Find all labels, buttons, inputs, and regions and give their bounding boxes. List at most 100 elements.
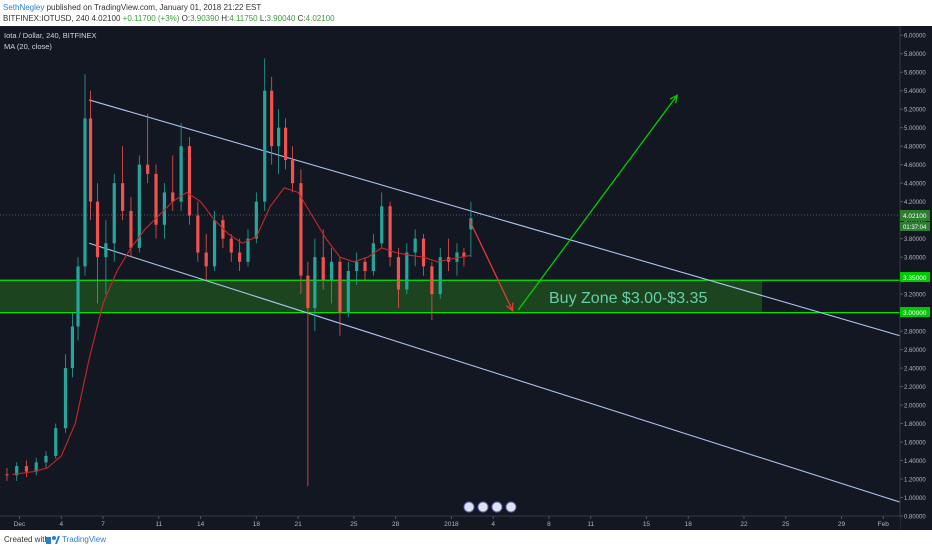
candle-body [154, 173, 158, 225]
candle [34, 457, 38, 476]
channel-lower-line[interactable] [88, 242, 901, 503]
ma-line [12, 187, 472, 475]
flag-icon[interactable] [477, 501, 489, 513]
candle [146, 113, 150, 184]
candle-body [129, 210, 133, 248]
candle-body [462, 252, 466, 258]
upper-zone-tag-bg [900, 272, 930, 282]
down-arrow[interactable] [468, 219, 514, 313]
x-tick-label: 4 [59, 521, 63, 528]
x-tick-label: 22 [740, 521, 748, 528]
candle [380, 192, 384, 248]
y-tick-label: 2.20000 [904, 385, 926, 391]
candle-body [15, 466, 19, 476]
flag-icon[interactable] [491, 501, 503, 513]
up-arrow[interactable] [517, 94, 678, 311]
last-price: 4.02100 [91, 14, 121, 23]
x-tick-label: 11 [587, 521, 594, 528]
price-chart[interactable]: Iota / Dollar, 240, BITFINEX MA (20, clo… [0, 25, 932, 530]
candle-body [284, 127, 288, 161]
y-tick-label: 5.00000 [904, 126, 926, 132]
candle [88, 90, 93, 221]
tradingview-link[interactable]: TradingView [62, 535, 107, 544]
candle-body [95, 201, 100, 258]
channel-upper-line[interactable] [89, 99, 901, 337]
candle [329, 247, 334, 304]
candle [270, 76, 274, 165]
candle [5, 467, 9, 481]
candle [338, 257, 342, 336]
candle [254, 192, 258, 244]
publish-line: SethNegley published on TradingView.com,… [3, 3, 261, 12]
candle-body [313, 257, 317, 308]
candle [44, 451, 48, 468]
lower-zone-tag-bg [900, 307, 930, 317]
candle-body [5, 474, 9, 476]
lower-zone-tag: 3.00000 [903, 310, 927, 317]
candle-body [137, 164, 141, 248]
candle-body [221, 220, 225, 239]
candle-body [54, 428, 58, 456]
author-link[interactable]: SethNegley [3, 3, 45, 12]
candle [455, 243, 459, 276]
candle-body [355, 261, 359, 271]
candle [277, 109, 281, 174]
y-tick-label: 2.60000 [904, 348, 926, 354]
high-value: 4.11750 [229, 14, 258, 23]
candle-body [104, 243, 108, 258]
open-value: 3.90390 [190, 14, 220, 23]
x-tick-label: 18 [253, 521, 261, 528]
candle [355, 252, 359, 285]
y-tick-label: 1.60000 [904, 441, 926, 447]
publish-header: SethNegley published on TradingView.com,… [0, 0, 932, 26]
candle-body [146, 164, 150, 174]
candle [421, 234, 426, 276]
candle-body [44, 455, 48, 463]
candle-body [34, 462, 38, 472]
high-label: H: [221, 14, 230, 23]
chart-area[interactable]: Iota / Dollar, 240, BITFINEX MA (20, clo… [0, 25, 932, 530]
candle-body [321, 257, 325, 281]
candle [413, 229, 417, 267]
x-tick-label: 28 [392, 521, 400, 528]
candle-body [238, 252, 242, 262]
candle-body [388, 206, 392, 258]
y-tick-label: 3.20000 [904, 293, 926, 299]
x-tick-label: 29 [838, 521, 846, 528]
candle-body [338, 261, 342, 313]
candle [371, 234, 375, 276]
x-tick-label: 15 [643, 521, 651, 528]
candle-body [405, 252, 409, 290]
buy-zone-rect[interactable] [0, 280, 763, 313]
event-flag-icons[interactable] [463, 501, 517, 513]
candle-body [88, 118, 93, 202]
candle-body [70, 326, 75, 369]
x-tick-label: 11 [155, 521, 162, 528]
y-tick-label: 4.80000 [904, 145, 926, 151]
up-arrow-shaft [517, 94, 678, 311]
publish-text: published on TradingView.com, January 01… [46, 3, 262, 12]
y-tick-label: 1.80000 [904, 422, 926, 428]
y-tick-label: 2.00000 [904, 404, 926, 410]
chart-legend-indicator: MA (20, close) [4, 42, 52, 51]
flag-icon[interactable] [463, 501, 475, 513]
candle-body [413, 238, 417, 253]
ohlc-line: BITFINEX:IOTUSD, 240 4.02100 +0.11700 (+… [3, 14, 335, 23]
x-tick-label: 8 [547, 521, 551, 528]
x-axis-panel[interactable] [0, 516, 900, 530]
low-value: 3.90040 [266, 14, 296, 23]
open-label: O: [181, 14, 191, 23]
candle [396, 247, 401, 308]
candle-body [196, 215, 200, 253]
x-tick-label: 25 [350, 521, 358, 528]
candle-body [346, 271, 350, 313]
chart-legend-title: Iota / Dollar, 240, BITFINEX [4, 31, 97, 40]
candle [313, 238, 317, 332]
y-tick-label: 3.80000 [904, 237, 926, 243]
flag-icon[interactable] [505, 501, 517, 513]
candle-body [306, 275, 310, 308]
candle-body [363, 261, 367, 271]
candle-body [263, 90, 267, 202]
candle-body [329, 261, 334, 281]
y-tick-label: 5.80000 [904, 52, 926, 58]
